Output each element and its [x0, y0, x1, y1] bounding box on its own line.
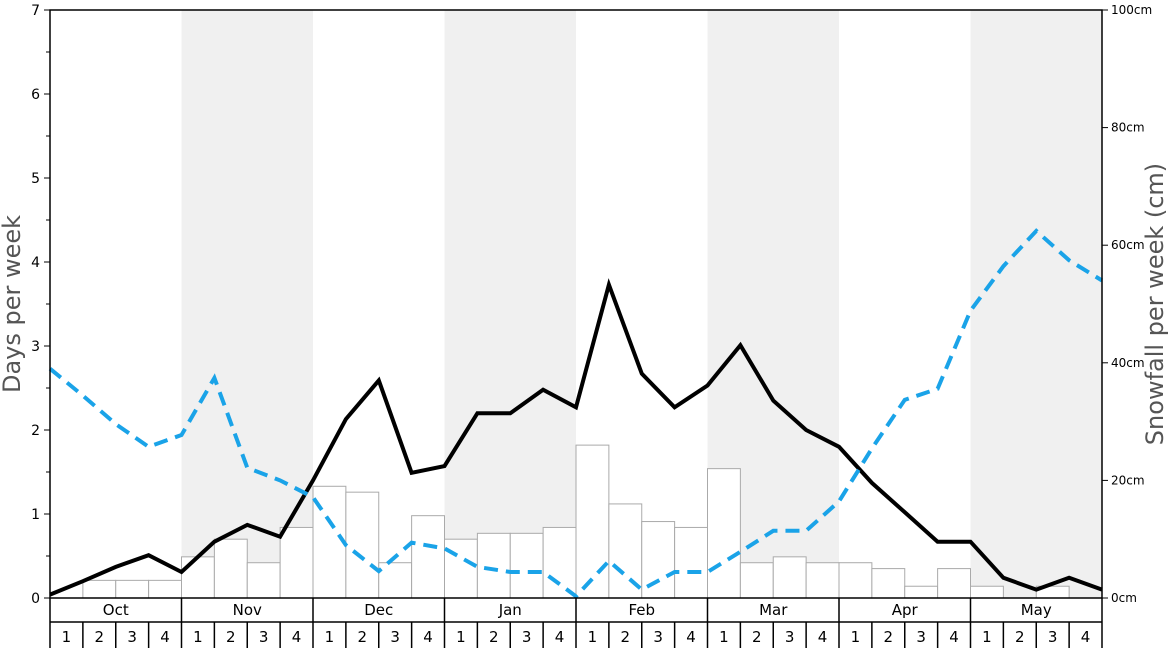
- snowfall-bar: [838, 562, 873, 599]
- week-label: 3: [522, 628, 532, 646]
- week-label: 2: [1015, 628, 1025, 646]
- week-label: 1: [193, 628, 203, 646]
- month-label: Nov: [233, 601, 262, 619]
- right-tick-label: 0cm: [1111, 591, 1137, 605]
- dashed-series-line: [48, 228, 1104, 599]
- month-band: [181, 10, 313, 598]
- snowfall-bar: [674, 526, 708, 599]
- week-label: 4: [555, 628, 565, 646]
- snowfall-bar: [805, 562, 840, 599]
- month-label: May: [1021, 601, 1052, 619]
- snowfall-bar: [148, 579, 182, 599]
- week-label: 4: [818, 628, 828, 646]
- week-label: 3: [127, 628, 137, 646]
- week-label: 1: [851, 628, 861, 646]
- week-label: 3: [259, 628, 269, 646]
- week-label: 1: [456, 628, 466, 646]
- right-tick-label: 80cm: [1111, 121, 1145, 135]
- left-tick-label: 7: [31, 3, 40, 19]
- week-label: 2: [489, 628, 499, 646]
- snowfall-bar: [772, 556, 807, 599]
- week-label: 2: [226, 628, 236, 646]
- snowfall-bar: [542, 526, 577, 599]
- series-lines: [48, 228, 1104, 599]
- month-label: Oct: [103, 601, 129, 619]
- snowfall-bar: [444, 538, 478, 599]
- week-label: 3: [1048, 628, 1058, 646]
- snowfall-bar: [181, 556, 215, 599]
- solid-series-line: [49, 278, 1103, 597]
- month-band: [444, 10, 576, 598]
- month-bands: [181, 10, 1102, 598]
- month-axis: Oct Nov Dec Jan Feb Mar Apr May: [49, 598, 1103, 623]
- snowfall-bar: [246, 562, 281, 599]
- snowfall-bar: [279, 526, 314, 599]
- month-label: Feb: [628, 601, 655, 619]
- week-label: 2: [95, 628, 105, 646]
- week-label: 3: [785, 628, 795, 646]
- week-label: 4: [686, 628, 696, 646]
- snowfall-bar: [115, 579, 150, 599]
- week-label: 2: [358, 628, 368, 646]
- right-tick-label: 40cm: [1111, 356, 1145, 370]
- snowfall-bar: [937, 568, 971, 599]
- week-label: 1: [719, 628, 729, 646]
- left-tick-label: 1: [31, 507, 40, 523]
- snowfall-bar: [213, 538, 248, 599]
- snowfall-bar: [970, 585, 1004, 599]
- snowfall-bar: [82, 579, 117, 599]
- snowfall-bar: [707, 468, 741, 599]
- left-y-axis: 0 1 2 3 4 5 6 7: [31, 3, 50, 607]
- right-axis-title: Snowfall per week (cm): [1141, 163, 1168, 445]
- week-label: 3: [653, 628, 663, 646]
- month-label: Jan: [498, 601, 522, 619]
- left-tick-label: 5: [31, 171, 40, 187]
- week-label: 4: [160, 628, 170, 646]
- week-label: 2: [884, 628, 894, 646]
- week-label: 1: [982, 628, 992, 646]
- left-tick-label: 6: [31, 87, 40, 103]
- week-label: 3: [916, 628, 926, 646]
- left-tick-label: 4: [31, 255, 40, 271]
- left-axis-title: Days per week: [0, 215, 26, 393]
- snowfall-bar: [575, 444, 610, 599]
- week-label: 2: [621, 628, 631, 646]
- right-tick-label: 20cm: [1111, 473, 1145, 487]
- month-label: Mar: [759, 601, 788, 619]
- week-label: 1: [325, 628, 335, 646]
- left-tick-label: 2: [31, 423, 40, 439]
- snowfall-bar: [641, 521, 676, 599]
- week-label: 1: [62, 628, 72, 646]
- week-label: 2: [752, 628, 762, 646]
- snowfall-bar: [378, 562, 413, 599]
- left-tick-label: 0: [31, 591, 40, 607]
- week-axis: 1 2 3 4 1 2 3 4 1 2 3 4 1 2 3 4 1 2 3 4 1 2 3 4 1 2 3 4 1 2 3 4: [49, 622, 1103, 648]
- month-label: Dec: [364, 601, 393, 619]
- snowfall-bar: [476, 532, 511, 599]
- right-y-axis: 0cm 20cm 40cm 60cm 80cm 100cm: [1102, 3, 1152, 605]
- week-label: 4: [423, 628, 433, 646]
- week-label: 4: [949, 628, 959, 646]
- week-label: 1: [588, 628, 598, 646]
- snowfall-bar: [739, 562, 774, 599]
- week-label: 3: [390, 628, 400, 646]
- snowfall-bars: [82, 444, 1070, 599]
- week-label: 4: [292, 628, 302, 646]
- month-label: Apr: [892, 601, 919, 619]
- right-tick-label: 60cm: [1111, 238, 1145, 252]
- week-label: 4: [1081, 628, 1091, 646]
- snowfall-bar: [904, 585, 939, 599]
- snowfall-bar: [345, 491, 380, 599]
- left-tick-label: 3: [31, 339, 40, 355]
- month-band: [970, 10, 1102, 598]
- snowfall-bar: [871, 568, 906, 599]
- snowfall-bar: [509, 532, 544, 599]
- right-tick-label: 100cm: [1111, 3, 1152, 17]
- snowfall-bar: [411, 515, 445, 599]
